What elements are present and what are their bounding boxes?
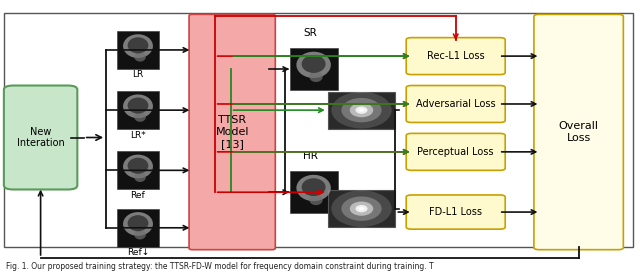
FancyBboxPatch shape <box>189 14 275 250</box>
Ellipse shape <box>123 94 153 118</box>
Ellipse shape <box>359 109 364 112</box>
FancyBboxPatch shape <box>534 14 623 250</box>
Ellipse shape <box>359 207 364 210</box>
Ellipse shape <box>355 106 367 114</box>
Ellipse shape <box>350 202 373 216</box>
Ellipse shape <box>309 72 323 82</box>
Text: HR: HR <box>303 151 318 161</box>
Ellipse shape <box>309 194 323 205</box>
Bar <box>328 190 395 227</box>
Ellipse shape <box>301 178 326 196</box>
Text: Ref↓: Ref↓ <box>127 248 149 257</box>
Ellipse shape <box>341 98 381 122</box>
Bar <box>328 92 395 129</box>
Text: Fig. 1. Our proposed training strategy: the TTSR-FD-W model for frequency domain: Fig. 1. Our proposed training strategy: … <box>6 262 434 271</box>
Ellipse shape <box>296 175 331 201</box>
Bar <box>290 48 337 90</box>
Ellipse shape <box>332 190 392 227</box>
Ellipse shape <box>134 230 146 240</box>
Text: SR: SR <box>303 28 317 38</box>
Text: Perceptual Loss: Perceptual Loss <box>417 147 494 157</box>
Text: Ref: Ref <box>131 191 145 200</box>
Ellipse shape <box>350 103 373 117</box>
Ellipse shape <box>296 52 331 78</box>
Ellipse shape <box>127 37 148 53</box>
FancyBboxPatch shape <box>406 38 505 75</box>
Text: TTSR
Model
[13]: TTSR Model [13] <box>216 116 249 148</box>
Bar <box>117 91 159 129</box>
Ellipse shape <box>127 98 148 114</box>
Ellipse shape <box>341 196 381 221</box>
Ellipse shape <box>134 52 146 62</box>
Ellipse shape <box>123 155 153 178</box>
Bar <box>117 209 159 247</box>
Text: FD-L1 Loss: FD-L1 Loss <box>429 207 482 217</box>
Ellipse shape <box>123 34 153 58</box>
Bar <box>290 171 337 213</box>
Ellipse shape <box>301 55 326 73</box>
FancyBboxPatch shape <box>4 13 633 247</box>
Ellipse shape <box>127 158 148 174</box>
Ellipse shape <box>123 212 153 236</box>
Text: LR: LR <box>132 70 143 79</box>
Text: Adversarial Loss: Adversarial Loss <box>416 99 495 109</box>
Ellipse shape <box>127 215 148 231</box>
FancyBboxPatch shape <box>406 133 505 170</box>
Text: LR*: LR* <box>130 131 146 140</box>
Ellipse shape <box>134 112 146 122</box>
Ellipse shape <box>332 92 392 128</box>
FancyBboxPatch shape <box>406 195 505 229</box>
Text: Overall
Loss: Overall Loss <box>559 121 598 143</box>
Bar <box>117 31 159 69</box>
Text: New
Interation: New Interation <box>17 127 65 148</box>
Ellipse shape <box>355 205 367 212</box>
Text: Rec-L1 Loss: Rec-L1 Loss <box>427 51 484 61</box>
Ellipse shape <box>134 172 146 182</box>
FancyBboxPatch shape <box>4 86 77 189</box>
FancyBboxPatch shape <box>406 86 505 122</box>
Bar <box>117 151 159 189</box>
